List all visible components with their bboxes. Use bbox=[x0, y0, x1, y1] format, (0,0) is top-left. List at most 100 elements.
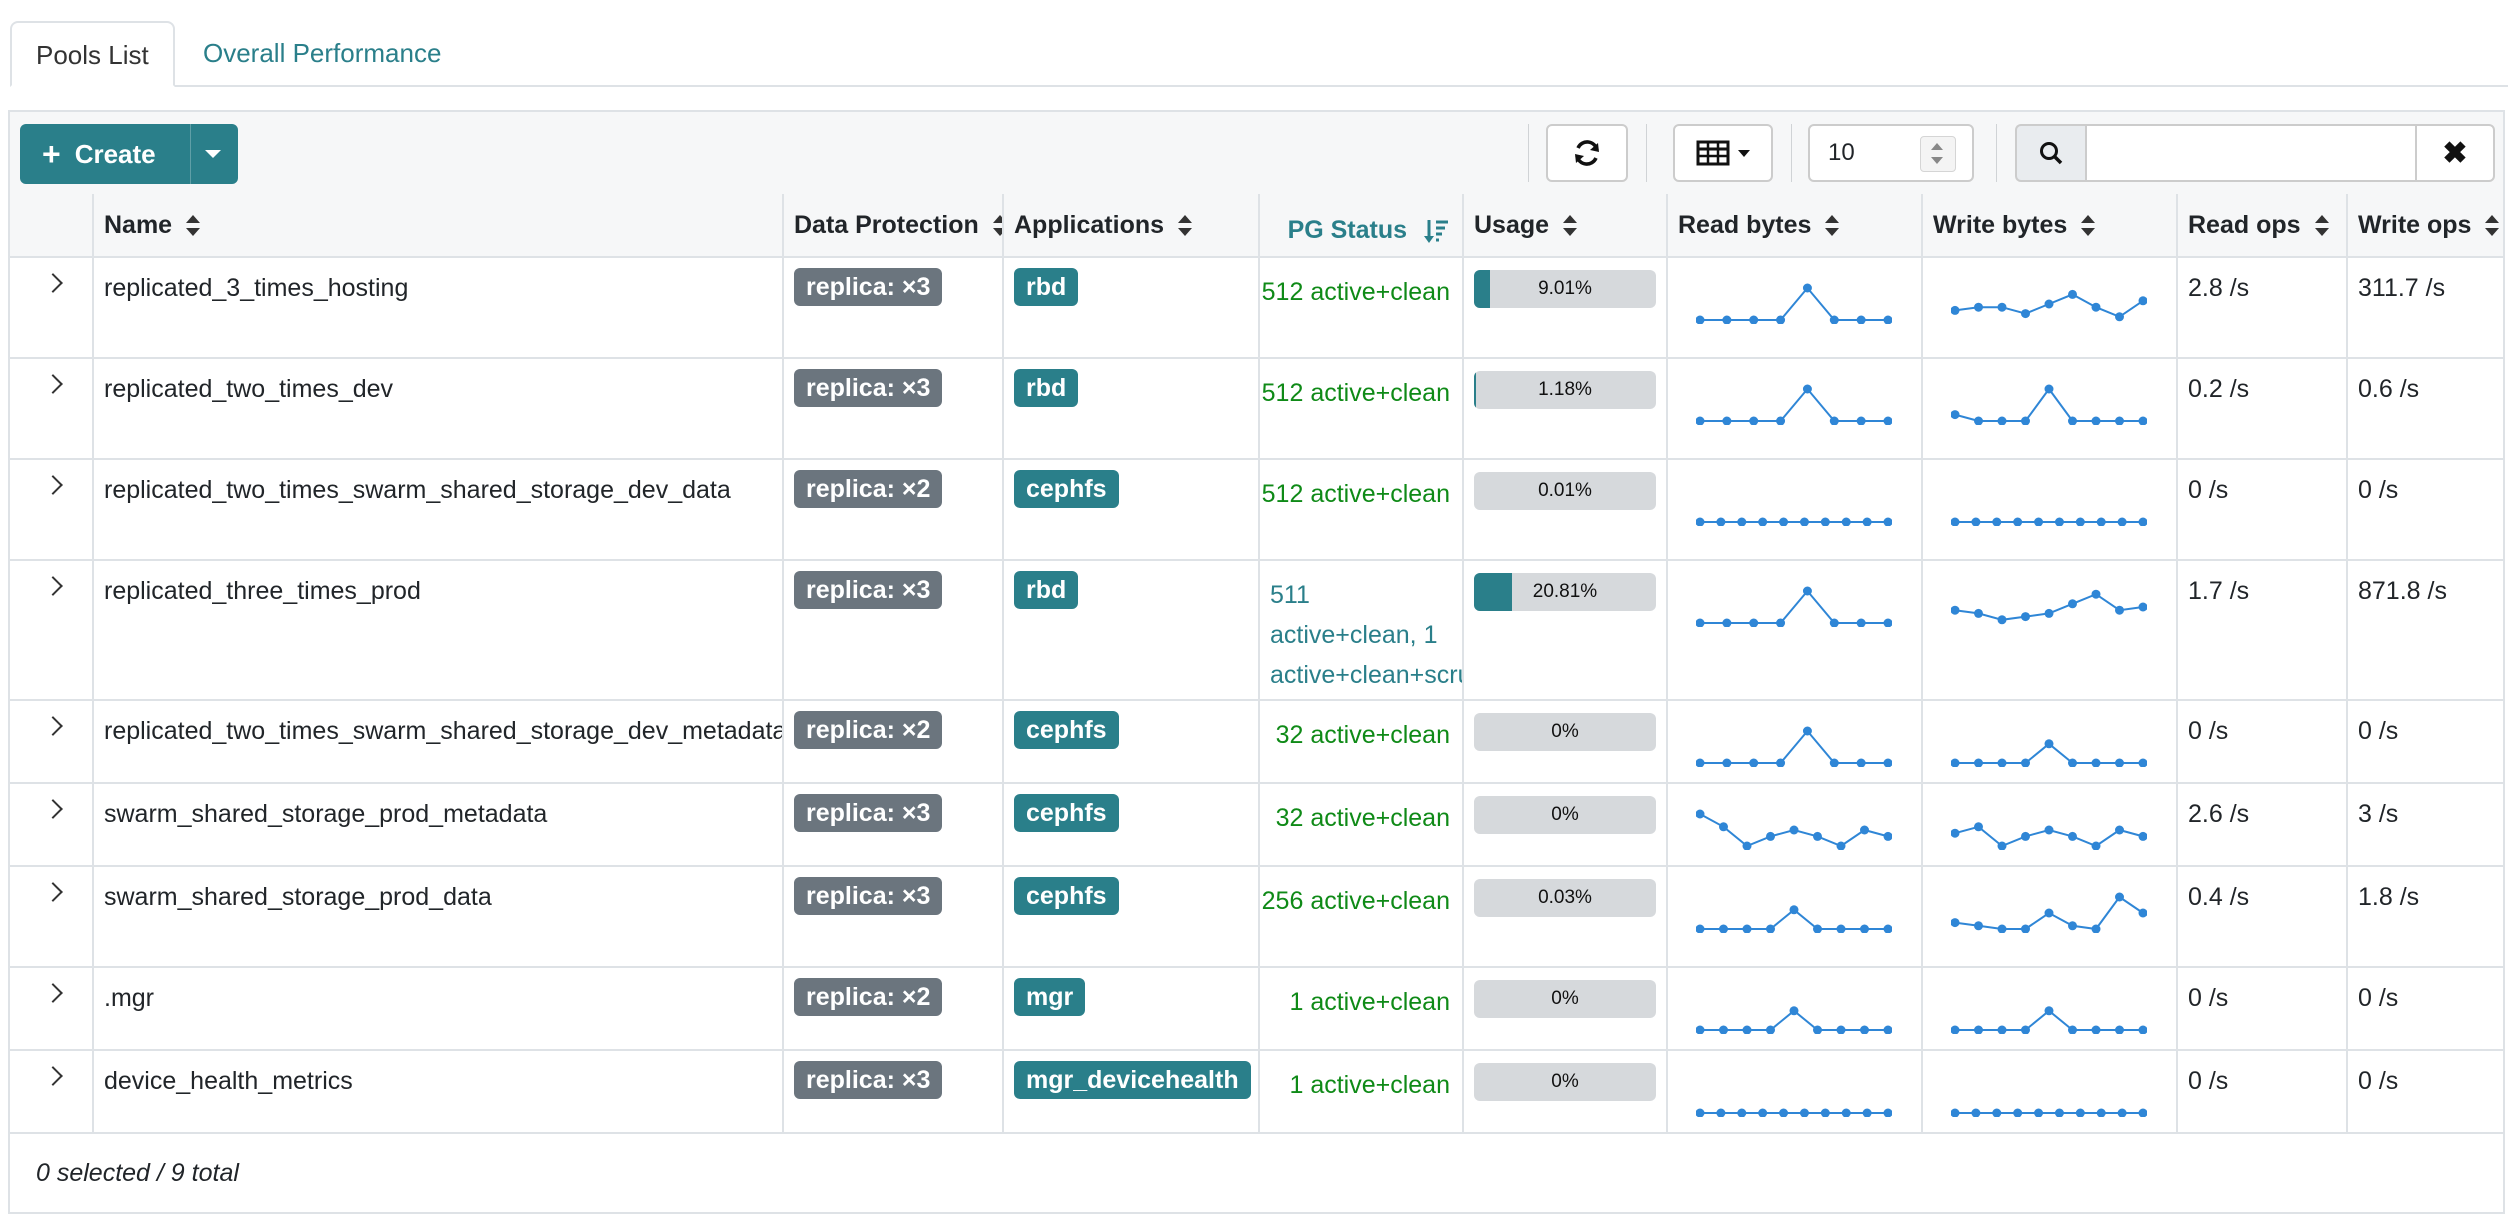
sparkline-point bbox=[1719, 924, 1728, 933]
sparkline-point bbox=[1997, 615, 2007, 625]
sparkline-point bbox=[1719, 822, 1728, 832]
search-input[interactable] bbox=[2085, 124, 2417, 182]
cell-usage: 0% bbox=[1462, 966, 1666, 1049]
caret-down-icon bbox=[1738, 149, 1750, 157]
page-size-stepper[interactable] bbox=[1920, 136, 1956, 172]
header-pg-status[interactable]: PG Status bbox=[1258, 194, 1462, 256]
column-toggle-button[interactable] bbox=[1673, 124, 1773, 182]
sparkline-chart bbox=[1696, 517, 1892, 526]
sparkline-point bbox=[1749, 758, 1759, 767]
sparkline-point bbox=[2034, 517, 2044, 526]
sparkline-point bbox=[1696, 1025, 1705, 1034]
sparkline-point bbox=[2044, 299, 2054, 309]
data-protection-badge: replica: ×2 bbox=[794, 978, 943, 1016]
cell-exp bbox=[10, 1049, 92, 1132]
cell-rb bbox=[1666, 966, 1921, 1049]
sparkline-point bbox=[1696, 517, 1705, 526]
sparkline-point bbox=[2068, 758, 2077, 767]
header-read-ops[interactable]: Read ops bbox=[2176, 194, 2346, 256]
sparkline-point bbox=[2054, 1108, 2064, 1117]
chevron-right-icon[interactable] bbox=[43, 882, 63, 902]
cell-app: mgr_devicehealth bbox=[1002, 1049, 1258, 1132]
header-read-bytes[interactable]: Read bytes bbox=[1666, 194, 1921, 256]
cell-prot: replica: ×2 bbox=[782, 966, 1002, 1049]
table-row[interactable]: replicated_3_times_hosting replica: ×3 rbd… bbox=[10, 256, 2503, 359]
sparkline-point bbox=[1719, 1025, 1728, 1034]
tab-overall-performance[interactable]: Overall Performance bbox=[203, 38, 442, 68]
pg-status: 511 active+clean, 1 active+clean+scrubbi… bbox=[1258, 559, 1462, 699]
sparkline-point bbox=[1997, 758, 2007, 767]
search-icon bbox=[2040, 142, 2063, 165]
sparkline-point bbox=[1813, 924, 1822, 933]
chevron-right-icon[interactable] bbox=[43, 716, 63, 736]
refresh-button[interactable] bbox=[1546, 124, 1628, 182]
table-row[interactable]: replicated_two_times_swarm_shared_storag… bbox=[10, 699, 2503, 784]
cell-exp bbox=[10, 782, 92, 865]
sparkline-point bbox=[1779, 1108, 1789, 1117]
sparkline-point bbox=[2021, 758, 2030, 767]
application-badge: cephfs bbox=[1014, 794, 1119, 832]
sparkline-point bbox=[1971, 517, 1981, 526]
header-data-protection[interactable]: Data Protection bbox=[782, 194, 1002, 256]
chevron-right-icon[interactable] bbox=[43, 475, 63, 495]
write-ops: 0 /s bbox=[2346, 966, 2503, 1049]
sparkline-point bbox=[1974, 921, 1983, 931]
cell-app: cephfs bbox=[1002, 458, 1258, 559]
create-button[interactable]: + Create bbox=[20, 124, 238, 184]
sparkline-point bbox=[1722, 758, 1732, 767]
page-size-input[interactable]: 10 bbox=[1808, 124, 1974, 182]
pg-status: 1 active+clean bbox=[1258, 966, 1462, 1049]
table-row[interactable]: replicated_two_times_dev replica: ×3 rbd 51… bbox=[10, 357, 2503, 460]
header-applications[interactable]: Applications bbox=[1002, 194, 1258, 256]
sparkline-point bbox=[1829, 758, 1839, 767]
sparkline-point bbox=[2138, 831, 2147, 841]
chevron-right-icon[interactable] bbox=[43, 799, 63, 819]
sparkline-point bbox=[2115, 758, 2124, 767]
tab-pools-list[interactable]: Pools List bbox=[10, 21, 175, 87]
usage-label: 20.81% bbox=[1532, 581, 1598, 602]
table-row[interactable]: replicated_three_times_prod replica: ×3 rb… bbox=[10, 559, 2503, 701]
chevron-right-icon[interactable] bbox=[43, 983, 63, 1003]
sparkline-point bbox=[1696, 315, 1705, 324]
header-name[interactable]: Name bbox=[92, 194, 782, 256]
header-pg-status-label: PG Status bbox=[1287, 216, 1408, 244]
sparkline-point bbox=[1951, 918, 1960, 928]
clear-search-button[interactable]: ✖ bbox=[2415, 124, 2495, 182]
table-row[interactable]: swarm_shared_storage_prod_data replica: ×… bbox=[10, 865, 2503, 968]
table-row[interactable]: .mgr replica: ×2 mgr 1 active+clean 0% 0 /s 0 … bbox=[10, 966, 2503, 1051]
data-protection-badge: replica: ×3 bbox=[794, 369, 943, 407]
cell-wb bbox=[1921, 699, 2176, 782]
cell-usage: 0.03% bbox=[1462, 865, 1666, 966]
sparkline-point bbox=[2117, 1108, 2127, 1117]
chevron-right-icon[interactable] bbox=[43, 374, 63, 394]
header-usage[interactable]: Usage bbox=[1462, 194, 1666, 256]
pool-name: device_health_metrics bbox=[92, 1049, 782, 1132]
usage-bar-fill bbox=[1474, 371, 1477, 409]
chevron-right-icon[interactable] bbox=[43, 1066, 63, 1086]
sparkline-point bbox=[1856, 416, 1866, 425]
sparkline-point bbox=[1776, 618, 1786, 627]
sparkline-point bbox=[2075, 1108, 2085, 1117]
chevron-right-icon[interactable] bbox=[43, 273, 63, 293]
cell-wb bbox=[1921, 458, 2176, 559]
cell-rb bbox=[1666, 782, 1921, 865]
chevron-right-icon[interactable] bbox=[43, 576, 63, 596]
table-header: Name Data Protection Applications PG Sta… bbox=[10, 194, 2503, 258]
sparkline-point bbox=[1883, 315, 1892, 324]
table-row[interactable]: replicated_two_times_swarm_shared_storag… bbox=[10, 458, 2503, 561]
sparkline-point bbox=[2044, 608, 2054, 618]
sparkline-point bbox=[2115, 605, 2124, 615]
sort-icon bbox=[186, 215, 201, 237]
table-row[interactable]: device_health_metrics replica: ×3 mgr_devi… bbox=[10, 1049, 2503, 1134]
write-ops: 0 /s bbox=[2346, 458, 2503, 559]
pg-status: 512 active+clean bbox=[1258, 458, 1462, 559]
caret-down-icon[interactable] bbox=[205, 150, 221, 158]
table-row[interactable]: swarm_shared_storage_prod_metadata replic… bbox=[10, 782, 2503, 867]
sparkline-chart bbox=[1951, 1108, 2147, 1117]
header-write-bytes[interactable]: Write bytes bbox=[1921, 194, 2176, 256]
pool-name: replicated_two_times_swarm_shared_storag… bbox=[92, 699, 782, 782]
cell-exp bbox=[10, 256, 92, 357]
header-write-ops[interactable]: Write ops bbox=[2346, 194, 2503, 256]
sort-icon bbox=[1563, 215, 1578, 237]
sparkline-point bbox=[1951, 1108, 1960, 1117]
